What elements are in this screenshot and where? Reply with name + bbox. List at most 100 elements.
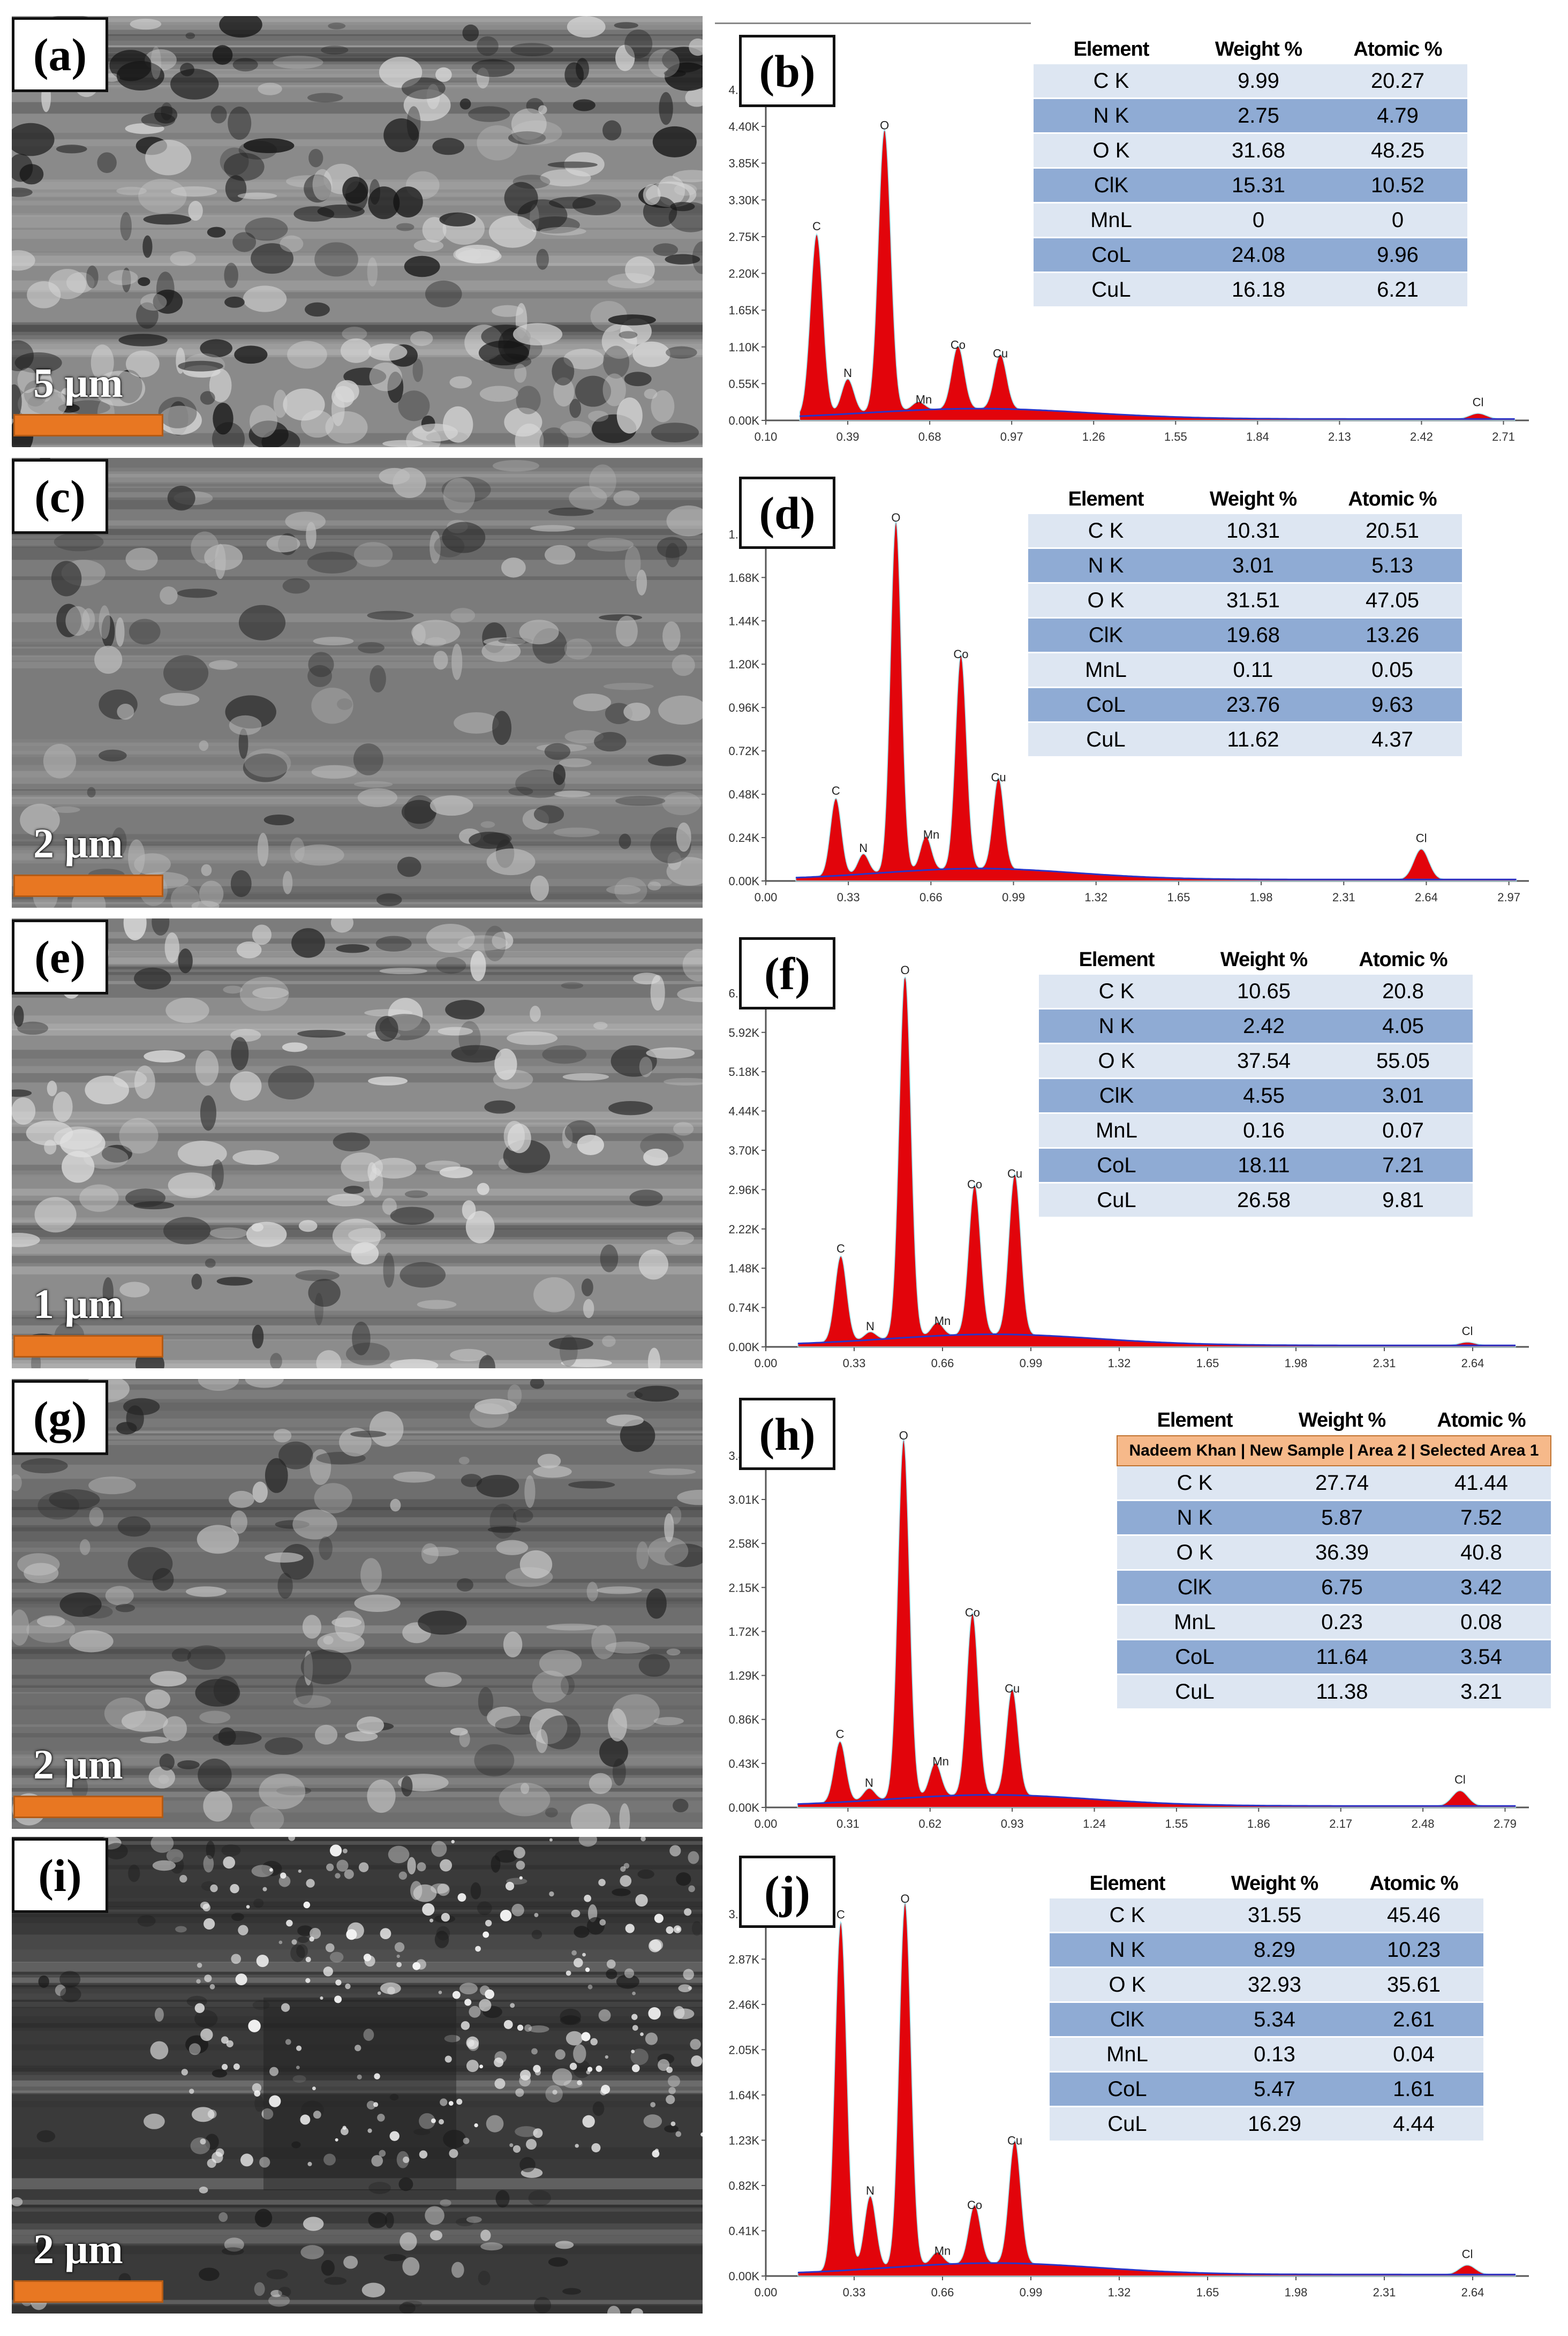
element-cell: C K: [1039, 975, 1194, 1009]
atomic-cell: 0.07: [1333, 1113, 1473, 1149]
element-cell: O K: [1050, 1967, 1205, 2003]
weight-cell: 26.58: [1194, 1182, 1333, 1218]
scale-bar: [13, 1796, 163, 1818]
atomic-cell: 1.61: [1344, 2071, 1483, 2107]
element-cell: ClK: [1039, 1078, 1194, 1114]
x-tick-label: 1.32: [1108, 2286, 1131, 2299]
table-row: ClK 5.34 2.61: [1050, 2002, 1483, 2038]
y-tick-label: 0.00K: [729, 875, 760, 888]
atomic-cell: 9.81: [1333, 1182, 1473, 1218]
y-tick-label: 5.18K: [729, 1065, 760, 1079]
table-row: N K 2.42 4.05: [1039, 1008, 1473, 1044]
sem-texture: [12, 918, 703, 1368]
table-row: C K 9.99 20.27: [1034, 64, 1467, 99]
peak-label: O: [900, 963, 909, 977]
weight-cell: 10.31: [1183, 514, 1323, 549]
y-tick-label: 2.46K: [729, 1998, 760, 2011]
y-tick-label: 0.24K: [729, 831, 760, 845]
weight-cell: 5.87: [1272, 1500, 1412, 1536]
peak-label: C: [812, 220, 821, 233]
table-row: CuL 11.38 3.21: [1117, 1674, 1551, 1710]
x-tick-label: 1.65: [1167, 891, 1190, 904]
table-row: MnL 0.11 0.05: [1028, 652, 1462, 688]
element-cell: O K: [1034, 133, 1189, 169]
x-tick-label: 0.00: [755, 891, 778, 904]
element-cell: CoL: [1028, 687, 1183, 723]
x-tick-label: 1.32: [1084, 891, 1107, 904]
peak-label: Mn: [934, 1314, 951, 1328]
composition-table: Element Weight % Atomic % C K 10.65 20.8 N K 2.…: [1039, 945, 1473, 1218]
x-tick-label: 0.99: [1002, 891, 1025, 904]
peak-label: N: [843, 366, 852, 380]
y-tick-label: 0.00K: [729, 1340, 760, 1354]
sem-image: [12, 1379, 703, 1829]
sem-image: [12, 16, 703, 447]
weight-cell: 36.39: [1272, 1535, 1412, 1571]
y-tick-label: 2.15K: [729, 1581, 760, 1594]
atomic-cell: 9.96: [1328, 237, 1467, 273]
weight-cell: 19.68: [1183, 617, 1323, 653]
x-tick-label: 0.39: [836, 430, 860, 443]
weight-cell: 10.65: [1194, 975, 1333, 1009]
element-cell: CuL: [1117, 1674, 1272, 1710]
eds-spectrum: 0.00K 0.55K 1.10K 1.65K 2.20K 2.75K 3.30K 3.85K…: [712, 16, 1548, 453]
x-tick-label: 0.99: [1020, 2286, 1043, 2299]
peak-label: C: [836, 1728, 845, 1741]
x-tick-label: 0.10: [755, 430, 778, 443]
atomic-cell: 3.54: [1412, 1639, 1551, 1675]
y-tick-label: 1.44K: [729, 614, 760, 628]
peak-label: Co: [951, 338, 966, 352]
table-row: ClK 4.55 3.01: [1039, 1078, 1473, 1114]
column-header: Element: [1034, 35, 1189, 64]
weight-cell: 27.74: [1272, 1466, 1412, 1501]
peak-label: Co: [967, 1178, 982, 1191]
y-tick-label: 2.87K: [729, 1953, 760, 1966]
atomic-cell: 3.01: [1333, 1078, 1473, 1114]
scale-bar: [13, 1335, 163, 1358]
eds-chart: 0.00K 0.43K 0.86K 1.29K 1.72K 2.15K 2.58K 3.01K…: [729, 1427, 1529, 1830]
peak-label: N: [859, 841, 868, 855]
panel-label-sem: (i): [12, 1838, 108, 1913]
table-row: CoL 11.64 3.54: [1117, 1639, 1551, 1675]
y-tick-label: 1.29K: [729, 1669, 760, 1683]
table-row: N K 8.29 10.23: [1050, 1932, 1483, 1968]
x-tick-label: 2.31: [1332, 891, 1355, 904]
element-cell: MnL: [1034, 202, 1189, 238]
y-tick-label: 1.68K: [729, 571, 760, 584]
weight-cell: 2.75: [1189, 98, 1328, 134]
atomic-cell: 0.04: [1344, 2037, 1483, 2073]
weight-cell: 2.42: [1194, 1008, 1333, 1044]
table-row: CoL 24.08 9.96: [1034, 237, 1467, 273]
weight-cell: 4.55: [1194, 1078, 1333, 1114]
table-row: N K 3.01 5.13: [1028, 548, 1462, 584]
x-tick-label: 0.31: [836, 1817, 860, 1830]
weight-cell: 11.62: [1183, 722, 1323, 758]
scale-bar-label: 2 μm: [33, 820, 123, 866]
x-tick-label: 0.33: [843, 2286, 866, 2299]
y-tick-label: 4.40K: [729, 120, 760, 133]
y-tick-label: 3.70K: [729, 1144, 760, 1157]
y-tick-label: 1.20K: [729, 658, 760, 671]
atomic-cell: 4.44: [1344, 2106, 1483, 2142]
element-cell: MnL: [1028, 652, 1183, 688]
x-tick-label: 1.65: [1196, 1357, 1219, 1370]
weight-cell: 9.99: [1189, 64, 1328, 99]
atomic-cell: 7.21: [1333, 1148, 1473, 1184]
panel-label-sem: (a): [12, 17, 108, 92]
column-header: Element: [1117, 1406, 1272, 1436]
peak-label: Co: [965, 1606, 980, 1619]
atomic-cell: 7.52: [1412, 1500, 1551, 1536]
peak-label: Mn: [932, 1755, 949, 1768]
x-tick-label: 1.65: [1196, 2286, 1219, 2299]
y-tick-label: 0.00K: [729, 2270, 760, 2283]
element-cell: MnL: [1050, 2037, 1205, 2073]
x-tick-label: 0.66: [931, 1357, 954, 1370]
x-tick-label: 2.48: [1412, 1817, 1435, 1830]
y-tick-label: 0.96K: [729, 701, 760, 714]
x-tick-label: 1.26: [1082, 430, 1105, 443]
y-tick-label: 0.00K: [729, 414, 760, 427]
x-tick-label: 1.98: [1285, 1357, 1308, 1370]
atomic-cell: 3.42: [1412, 1570, 1551, 1606]
x-tick-label: 2.31: [1373, 2286, 1396, 2299]
background-fit-line: [797, 2262, 1516, 2275]
